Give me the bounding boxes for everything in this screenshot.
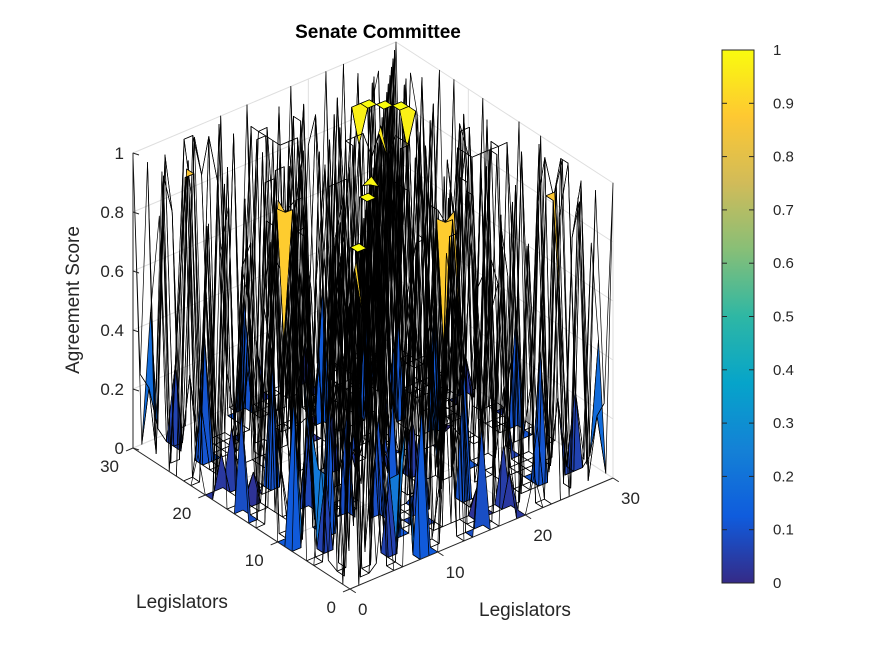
surface: [132, 41, 614, 586]
colorbar-tick-label: 0.2: [773, 468, 794, 485]
z-tick-label: 0.4: [100, 321, 124, 340]
y-axis-label: Legislators: [136, 592, 228, 613]
z-tick-mark: [132, 211, 140, 215]
y-tick-mark: [342, 588, 351, 593]
surface-patch: [386, 561, 403, 571]
grid-line-wall-left: [132, 100, 397, 213]
y-tick-label: 20: [172, 504, 191, 523]
colorbar-tick-label: 0.8: [773, 149, 794, 166]
z-tick-mark: [132, 152, 140, 156]
z-tick-label: 0.2: [100, 380, 124, 399]
y-tick-label: 30: [100, 457, 119, 476]
z-tick-mark: [132, 270, 140, 274]
y-tick-mark: [198, 494, 206, 499]
z-tick-label: 0.6: [100, 262, 124, 281]
x-tick-mark: [349, 588, 357, 594]
colorbar-tick-label: 0.7: [773, 202, 794, 219]
colorbar: 0 0.1 0.2 0.3 0.4 0.5 0.6 0.7 0.8 0.9 1: [721, 42, 794, 592]
x-axis-line: [349, 477, 614, 590]
grid-line-wall-left: [132, 41, 397, 154]
x-axis-label: Legislators: [479, 600, 571, 621]
z-tick-label: 1: [115, 144, 124, 163]
z-tick-mark: [132, 388, 140, 392]
y-tick-mark: [270, 541, 278, 546]
x-tick-mark: [525, 514, 532, 520]
colorbar-tick-label: 0.1: [773, 522, 794, 539]
z-tick-mark: [132, 447, 140, 451]
colorbar-tick-label: 0.6: [773, 255, 794, 272]
z-tick-label: 0.8: [100, 203, 124, 222]
colorbar-tick-label: 0: [773, 575, 781, 592]
x-tick-label: 20: [533, 526, 552, 545]
surface-patch: [342, 285, 360, 586]
x-tick-mark: [437, 551, 444, 557]
surface-patch: [509, 463, 527, 473]
colorbar-tick-label: 0.4: [773, 362, 794, 379]
colorbar-tick-label: 1: [773, 42, 781, 59]
grid-line-wall-right: [395, 41, 614, 184]
z-axis-label: Agreement Score: [63, 226, 84, 374]
chart-title: Senate Committee: [295, 22, 461, 43]
x-tick-label: 0: [358, 600, 367, 619]
surface-patch: [535, 498, 552, 508]
colorbar-tick-label: 0.9: [773, 95, 794, 112]
x-tick-label: 30: [621, 489, 640, 508]
colorbar-tick-label: 0.5: [773, 309, 794, 326]
y-tick-mark: [125, 447, 134, 452]
y-axis-line: [132, 447, 351, 590]
z-tick-label: 0: [115, 439, 124, 458]
surface-patch: [596, 182, 614, 474]
x-tick-mark: [612, 477, 620, 483]
colorbar-tick-label: 0.3: [773, 415, 794, 432]
y-tick-label: 0: [327, 598, 336, 617]
x-tick-label: 10: [446, 563, 465, 582]
z-tick-mark: [132, 329, 140, 333]
y-tick-label: 10: [245, 551, 264, 570]
surface-patch: [513, 484, 531, 494]
